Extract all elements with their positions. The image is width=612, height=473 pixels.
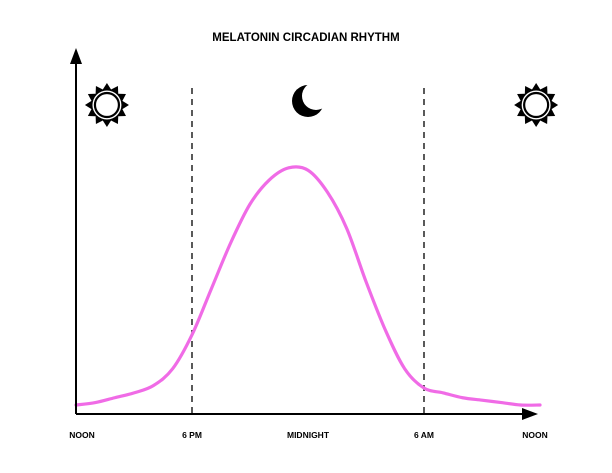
x-tick-label-4: NOON [522,430,548,440]
y-axis-arrow [70,48,82,64]
x-tick-label-3: 6 AM [414,430,434,440]
chart-title: MELATONIN CIRCADIAN RHYTHM [212,32,399,44]
series-layer [74,165,542,407]
sun-icon [84,83,129,127]
axes [70,48,538,420]
melatonin-curve-0 [74,165,542,407]
day-night-icons [84,83,559,127]
sun-icon [514,83,559,127]
x-tick-labels: NOON 6 PM MIDNIGHT 6 AM NOON [69,430,548,440]
x-axis-arrow [522,408,538,420]
moon-icon [292,85,324,117]
x-tick-label-0: NOON [69,430,95,440]
x-tick-label-1: 6 PM [182,430,202,440]
x-tick-label-2: MIDNIGHT [287,430,330,440]
